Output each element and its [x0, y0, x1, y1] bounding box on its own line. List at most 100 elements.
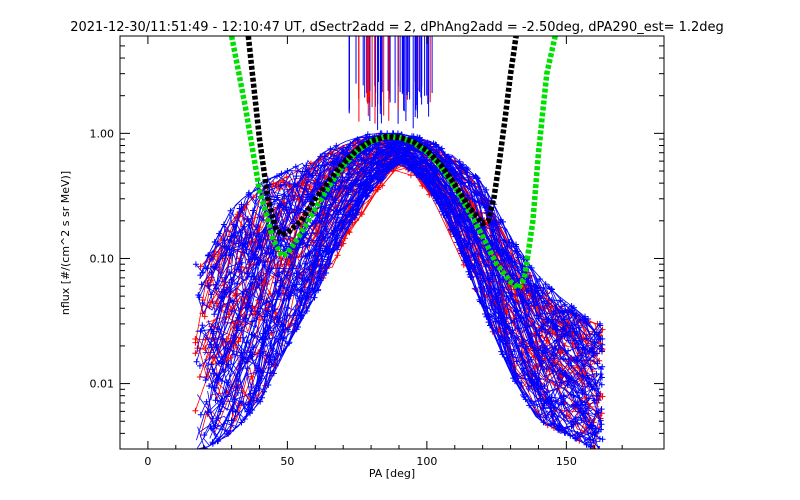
trace-marker	[445, 160, 452, 167]
y-tick-label: 0.01	[90, 378, 115, 391]
trace-marker	[280, 327, 287, 333]
trace-marker	[599, 348, 605, 355]
trace-marker	[339, 179, 346, 185]
trace-marker	[594, 350, 601, 357]
trace-marker	[228, 251, 234, 258]
trace-marker	[367, 152, 374, 159]
trace-marker	[515, 267, 522, 274]
trace-marker	[549, 362, 556, 369]
trace-marker	[197, 263, 204, 270]
trace-marker	[499, 249, 506, 256]
trace-marker	[192, 336, 199, 342]
trace-marker	[211, 384, 218, 391]
trace-marker	[556, 427, 563, 434]
trace-marker	[581, 399, 588, 406]
trace-marker	[573, 337, 579, 344]
trace-marker	[274, 194, 281, 201]
trace-marker	[409, 165, 416, 172]
trace-marker	[236, 205, 243, 212]
trace-marker	[568, 303, 575, 309]
plot-area	[192, 36, 606, 449]
trace-marker	[376, 146, 382, 153]
trace-marker	[345, 170, 352, 177]
trace-marker	[254, 397, 260, 404]
trace-marker	[365, 169, 372, 176]
trace-marker	[543, 366, 550, 373]
trace-marker	[519, 294, 526, 300]
trace-marker	[264, 327, 271, 334]
trace-marker	[259, 348, 266, 355]
trace-marker	[205, 252, 211, 259]
trace-marker	[431, 168, 438, 175]
trace-marker	[245, 401, 251, 408]
trace-marker	[293, 281, 300, 288]
trace-marker	[366, 176, 373, 183]
trace-marker	[487, 270, 494, 276]
trace-marker	[407, 172, 414, 179]
trace-marker	[320, 233, 327, 240]
trace-marker	[277, 283, 284, 290]
trace-marker	[289, 262, 296, 268]
trace-marker	[565, 337, 572, 344]
trace-marker	[523, 288, 530, 294]
trace-marker	[594, 360, 601, 367]
trace-marker	[274, 173, 280, 180]
plot-frame	[119, 35, 665, 450]
trace-marker	[560, 401, 567, 408]
trace-marker	[197, 411, 204, 418]
trace-marker	[332, 199, 339, 206]
trace-marker	[533, 380, 540, 387]
trace-marker	[423, 175, 430, 182]
trace-marker	[338, 197, 345, 203]
trace-marker	[215, 360, 222, 367]
trace-marker	[554, 313, 561, 320]
trace-marker	[471, 198, 478, 205]
trace-marker	[202, 265, 209, 272]
y-axis-title: nflux [#/(cm^2 s sr MeV)]	[59, 171, 72, 315]
trace-marker	[597, 371, 604, 378]
trace-marker	[333, 239, 340, 246]
axes: 0 50 100 150 0.01 0.10 1.00	[90, 35, 664, 468]
trace-marker	[209, 439, 216, 446]
trace-marker	[504, 243, 511, 250]
trace-marker	[509, 351, 516, 358]
trace-marker	[201, 432, 208, 438]
trace-marker	[251, 387, 258, 394]
trace-marker	[274, 262, 281, 269]
trace-marker	[484, 197, 491, 204]
trace-marker	[248, 331, 255, 338]
trace-marker	[277, 202, 284, 209]
trace-marker	[456, 158, 463, 165]
trace-marker	[317, 247, 324, 254]
trace-marker	[473, 231, 480, 238]
trace-marker	[596, 446, 603, 449]
trace-marker	[316, 217, 323, 224]
trace-marker	[545, 320, 551, 326]
trace-marker	[570, 421, 577, 428]
trace-marker	[331, 227, 337, 234]
trace-marker	[597, 417, 604, 424]
trace-line	[214, 152, 601, 439]
trace-marker	[549, 394, 555, 401]
trace-marker	[526, 305, 533, 312]
trace-marker	[457, 165, 464, 172]
trace-marker	[331, 153, 338, 160]
trace-marker	[583, 441, 590, 448]
trace-marker	[220, 221, 227, 228]
trace-marker	[277, 182, 284, 189]
trace-marker	[536, 332, 543, 339]
trace-marker	[549, 330, 556, 337]
trace-marker	[305, 174, 312, 181]
trace-marker	[294, 286, 301, 293]
trace-marker	[331, 197, 338, 204]
trace-marker	[552, 398, 559, 405]
trace-marker	[544, 389, 551, 396]
trace-marker	[599, 393, 606, 400]
trace-marker	[518, 379, 525, 386]
trace-marker	[520, 256, 527, 263]
trace-marker	[548, 401, 555, 408]
trace-marker	[284, 168, 291, 174]
trace-marker	[238, 259, 245, 266]
trace-marker	[574, 330, 581, 337]
trace-marker	[581, 346, 588, 353]
